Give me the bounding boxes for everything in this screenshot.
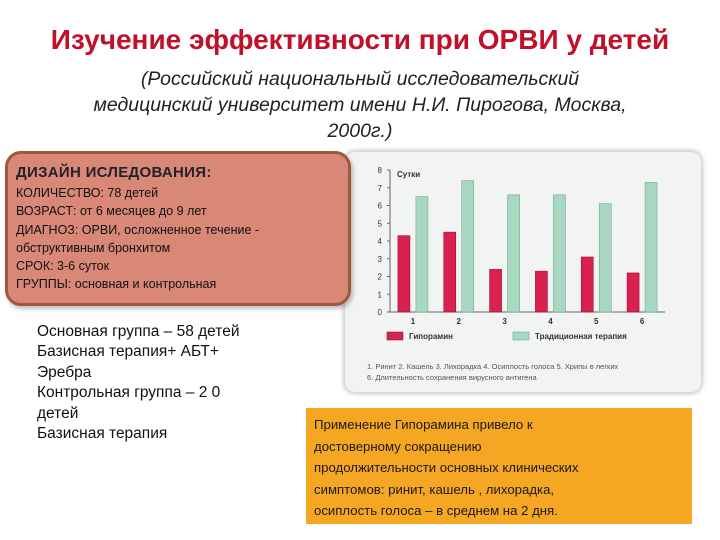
y-tick-label: 3: [378, 255, 383, 264]
legend-label: Гипорамин: [409, 332, 453, 341]
bar-hyporamin: [489, 269, 502, 313]
bar-traditional: [644, 182, 658, 313]
subtitle-line-1: (Российский национальный исследовательск…: [140, 68, 580, 90]
bar-hyporamin: [626, 272, 640, 313]
y-tick-label: 4: [378, 237, 383, 246]
x-tick-label: 2: [457, 317, 462, 326]
legend-swatch: [512, 331, 530, 341]
chart-panel: 0 1 2 3 4 5 6 7 8 Сутки 1 2 3 4 5 6 Гипорамин Традицио…: [345, 152, 701, 392]
subtitle-line-3: 2000г.): [327, 120, 393, 142]
design-line-groups: ГРУППЫ: основная и контрольная: [16, 277, 217, 292]
x-tick-label: 6: [640, 317, 645, 326]
bar-traditional: [461, 180, 475, 313]
groups-line: Эребра: [37, 363, 92, 381]
y-tick-label: 1: [378, 290, 383, 299]
bar-traditional: [598, 203, 612, 313]
result-line: продолжительности основных клинических: [314, 460, 579, 475]
chart-legend: Гипорамин Традиционная терапия: [386, 331, 627, 341]
bar-chart: 0 1 2 3 4 5 6 7 8 Сутки 1 2 3 4 5 6 Гипорамин Традицио…: [367, 166, 665, 382]
result-line: Применение Гипорамина привело к: [314, 417, 533, 432]
result-line: симптомов: ринит, кашель , лихорадка,: [314, 481, 555, 497]
chart-note-line-2: 6. Длительность сохранения вирусного ант…: [367, 373, 537, 382]
design-line-age: ВОЗРАСТ: от 6 месяцев до 9 лет: [16, 204, 207, 219]
design-line-diagnosis: ДИАГНОЗ: ОРВИ, осложненное течение -: [16, 222, 260, 237]
study-design-box: ДИЗАЙН ИСЛЕДОВАНИЯ: КОЛИЧЕСТВО: 78 детей…: [5, 151, 351, 306]
bar-traditional: [553, 194, 566, 313]
groups-description: Основная группа – 58 детей Базисная тера…: [37, 322, 307, 444]
chart-note-line-1: 1. Ринит 2. Кашель 3. Лихорадка 4. Осипл…: [367, 362, 619, 371]
bar-traditional: [507, 194, 520, 313]
result-line: осиплость голоса – в среднем на 2 дня.: [314, 503, 558, 518]
page-subtitle: (Российский национальный исследовательск…: [10, 66, 710, 144]
y-tick-label: 0: [378, 308, 383, 317]
legend-swatch: [386, 331, 404, 341]
y-tick-label: 5: [378, 219, 383, 228]
x-tick-label: 1: [411, 317, 416, 326]
y-tick-label: 2: [378, 273, 383, 282]
result-conclusion-box: Применение Гипорамина привело к достовер…: [306, 408, 692, 524]
bar-hyporamin: [580, 256, 594, 313]
bar-hyporamin: [535, 270, 548, 313]
bar-traditional: [415, 196, 429, 313]
subtitle-line-2: медицинский университет имени Н.И. Пирог…: [93, 94, 627, 116]
groups-line: Основная группа – 58 детей: [37, 323, 240, 340]
design-line-diagnosis-cont: обструктивным бронхитом: [16, 240, 171, 255]
groups-line: Базисная терапия: [37, 425, 168, 443]
design-line-count: КОЛИЧЕСТВО: 78 детей: [16, 186, 159, 200]
y-tick-label: 8: [378, 166, 383, 175]
groups-line: Контрольная группа – 2 0: [37, 384, 221, 402]
x-tick-label: 4: [548, 317, 553, 326]
groups-line: Базисная терапия+ АБТ+: [37, 343, 219, 361]
bar-hyporamin: [397, 235, 411, 313]
legend-label: Традиционная терапия: [535, 332, 627, 341]
x-tick-label: 5: [594, 317, 599, 326]
study-design-heading: ДИЗАЙН ИСЛЕДОВАНИЯ:: [16, 164, 212, 181]
x-tick-label: 3: [502, 317, 507, 326]
result-line: достоверному сокращению: [314, 438, 482, 454]
page-title: Изучение эффективности при ОРВИ у детей: [50, 24, 670, 55]
groups-line: детей: [37, 404, 79, 422]
y-unit-label: Сутки: [397, 170, 420, 179]
bar-hyporamin: [443, 231, 457, 313]
y-tick-label: 7: [378, 184, 383, 193]
y-tick-label: 6: [378, 202, 383, 211]
design-line-term: СРОК: 3-6 суток: [16, 259, 110, 274]
